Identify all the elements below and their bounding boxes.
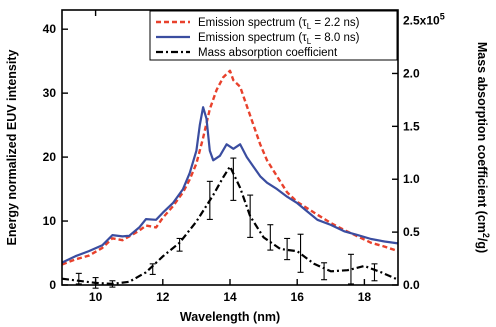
y-tick-label-left: 0 bbox=[49, 278, 56, 292]
x-tick-label: 10 bbox=[89, 290, 103, 304]
legend-text-main: Emission spectrum (τ bbox=[198, 17, 307, 29]
legend-text-main: Mass absorption coefficient bbox=[198, 47, 338, 59]
legend: Emission spectrum (τL = 2.2 ns)Emission … bbox=[149, 10, 398, 61]
legend-text-end: = 2.2 ns) bbox=[311, 17, 359, 29]
y-tick-label-left: 20 bbox=[43, 150, 57, 164]
y-tick-label-right: 2.5x105 bbox=[403, 12, 445, 28]
y-tick-label-right: 1.5 bbox=[403, 119, 420, 133]
legend-text-subscript: L bbox=[307, 37, 312, 46]
x-tick-label: 16 bbox=[291, 290, 305, 304]
y-tick-label-right: 0.5 bbox=[403, 225, 420, 239]
legend-text-subscript: L bbox=[307, 22, 312, 31]
x-axis-label: Wavelength (nm) bbox=[180, 310, 280, 324]
y-tick-label-right: 2.0 bbox=[403, 66, 420, 80]
y-axis-label-right-end: /g) bbox=[475, 238, 489, 253]
y-tick-label-left: 10 bbox=[43, 214, 57, 228]
y-axis-label-right: Mass absorption coefficient (cm2/g) bbox=[475, 42, 491, 253]
legend-label-1: Emission spectrum (τL = 2.2 ns) bbox=[198, 17, 360, 31]
y-tick-label-right: 1.0 bbox=[403, 172, 420, 186]
series-line-2 bbox=[61, 106, 399, 264]
series-layer bbox=[61, 69, 399, 285]
y-tick-label-left: 40 bbox=[43, 22, 57, 36]
y-tick-label-right: 0.0 bbox=[403, 278, 420, 292]
y-axis-label-right-superscript: 2 bbox=[481, 233, 491, 238]
x-tick-label: 14 bbox=[223, 290, 237, 304]
y-axis-label-right-main: Mass absorption coefficient (cm bbox=[475, 42, 489, 233]
series-line-3 bbox=[61, 165, 399, 285]
axis-layer: 10 12 14 16 18 0 10 20 30 40 0.0 0.5 1.0 1.5 2.0 2.5x10… bbox=[43, 10, 445, 304]
legend-text-end: = 8.0 ns) bbox=[311, 32, 359, 44]
y-tick-label-left: 30 bbox=[43, 86, 57, 100]
legend-text-main: Emission spectrum (τ bbox=[198, 32, 307, 44]
legend-label-2: Emission spectrum (τL = 8.0 ns) bbox=[198, 32, 360, 46]
tick-label-mantissa: 2.5x10 bbox=[403, 14, 440, 28]
tick-label-exponent: 5 bbox=[440, 12, 445, 22]
legend-label-3: Mass absorption coefficient bbox=[198, 47, 338, 59]
legend-box bbox=[149, 10, 398, 61]
x-tick-label: 18 bbox=[358, 290, 372, 304]
y-axis-label-left: Energy normalized EUV intensity bbox=[5, 50, 19, 246]
x-tick-label: 12 bbox=[156, 290, 170, 304]
